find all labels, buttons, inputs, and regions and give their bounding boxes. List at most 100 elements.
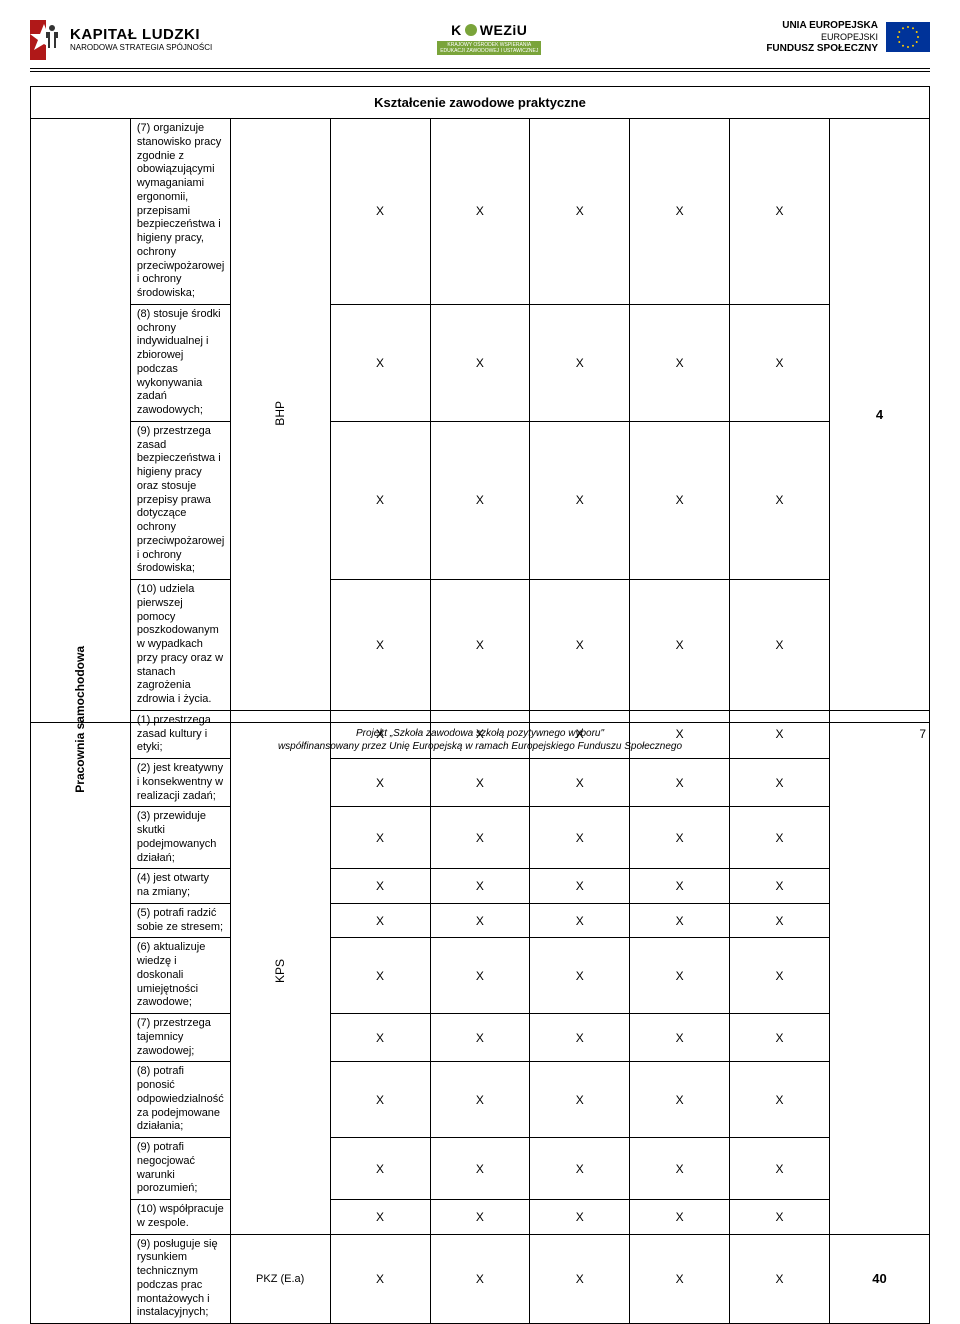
x-cell: X [730, 938, 830, 1014]
x-cell: X [530, 304, 630, 421]
kapital-ludzki-logo: KAPITAŁ LUDZKI NARODOWA STRATEGIA SPÓJNO… [30, 20, 212, 60]
x-cell: X [430, 1014, 530, 1062]
x-cell: X [530, 903, 630, 938]
page-number: 7 [919, 727, 926, 741]
eu-line1: UNIA EUROPEJSKA [766, 20, 878, 32]
x-cell: X [730, 807, 830, 869]
x-cell: X [630, 580, 730, 711]
table-row: (10) udziela pierwszej pomocy poszkodowa… [31, 580, 930, 711]
x-cell: X [630, 119, 730, 305]
x-cell: X [330, 580, 430, 711]
x-cell: X [730, 1234, 830, 1324]
x-cell: X [630, 1062, 730, 1138]
table-row: (6) aktualizuje wiedzę i doskonali umiej… [31, 938, 930, 1014]
desc-cell: (4) jest otwarty na zmiany; [130, 869, 230, 904]
koweziu-sub2: EDUKACJI ZAWODOWEJ I USTAWICZNEJ [440, 48, 538, 54]
x-cell: X [330, 938, 430, 1014]
desc-cell: (7) przestrzega tajemnicy zawodowej; [130, 1014, 230, 1062]
x-cell: X [430, 119, 530, 305]
x-cell: X [630, 1200, 730, 1235]
x-cell: X [430, 759, 530, 807]
x-cell: X [330, 903, 430, 938]
desc-cell: (8) stosuje środki ochrony indywidualnej… [130, 304, 230, 421]
table-row: (2) jest kreatywny i konsekwentny w real… [31, 759, 930, 807]
x-cell: X [330, 1014, 430, 1062]
page-header: KAPITAŁ LUDZKI NARODOWA STRATEGIA SPÓJNO… [30, 20, 930, 60]
table-row: (7) przestrzega tajemnicy zawodowej; X X… [31, 1014, 930, 1062]
x-cell: X [330, 1062, 430, 1138]
x-cell: X [730, 869, 830, 904]
x-cell: X [630, 938, 730, 1014]
code-kps-cell: KPS [230, 710, 330, 1234]
x-cell: X [430, 421, 530, 579]
x-cell: X [530, 938, 630, 1014]
x-cell: X [530, 1014, 630, 1062]
x-cell: X [430, 1234, 530, 1324]
table-title-row: Kształcenie zawodowe praktyczne [31, 87, 930, 119]
x-cell: X [330, 807, 430, 869]
table-row: (10) współpracuje w zespole. X X X X X [31, 1200, 930, 1235]
x-cell: X [330, 119, 430, 305]
desc-cell: (7) organizuje stanowisko pracy zgodnie … [130, 119, 230, 305]
kapital-ludzki-icon [30, 20, 62, 60]
x-cell: X [730, 119, 830, 305]
side-label-cell: Pracownia samochodowa [31, 119, 131, 1324]
x-cell: X [630, 759, 730, 807]
side-label: Pracownia samochodowa [73, 642, 87, 797]
table-row: (3) przewiduje skutki podejmowanych dzia… [31, 807, 930, 869]
desc-cell: (8) potrafi ponosić odpowiedzialność za … [130, 1062, 230, 1138]
code-pkz-cell: PKZ (E.a) [230, 1234, 330, 1324]
x-cell: X [330, 759, 430, 807]
x-cell: X [530, 1200, 630, 1235]
desc-cell: (3) przewiduje skutki podejmowanych dzia… [130, 807, 230, 869]
x-cell: X [730, 1062, 830, 1138]
x-cell: X [430, 903, 530, 938]
x-cell: X [530, 759, 630, 807]
num-pkz-cell: 40 [830, 1234, 930, 1324]
table-row: Pracownia samochodowa (7) organizuje sta… [31, 119, 930, 305]
x-cell: X [430, 938, 530, 1014]
kapital-subtitle: NARODOWA STRATEGIA SPÓJNOŚCI [70, 44, 212, 53]
x-cell: X [630, 304, 730, 421]
x-cell: X [430, 1062, 530, 1138]
x-cell: X [430, 580, 530, 711]
table-title: Kształcenie zawodowe praktyczne [31, 87, 930, 119]
x-cell: X [530, 580, 630, 711]
x-cell: X [730, 759, 830, 807]
num-kps-cell [830, 710, 930, 1234]
koweziu-logo: KWEZiU KRAJOWY OŚRODEK WSPIERANIA EDUKAC… [437, 22, 541, 55]
desc-cell: (6) aktualizuje wiedzę i doskonali umiej… [130, 938, 230, 1014]
x-cell: X [330, 304, 430, 421]
x-cell: X [330, 1138, 430, 1200]
x-cell: X [630, 421, 730, 579]
curriculum-table: Kształcenie zawodowe praktyczne Pracowni… [30, 86, 930, 1324]
x-cell: X [430, 304, 530, 421]
table-row: (9) przestrzega zasad bezpieczeństwa i h… [31, 421, 930, 579]
x-cell: X [430, 1138, 530, 1200]
x-cell: X [430, 1200, 530, 1235]
footer-line1: Projekt „Szkoła zawodowa szkołą pozytywn… [356, 728, 604, 739]
desc-cell: (9) potrafi negocjować warunki porozumie… [130, 1138, 230, 1200]
kapital-title: KAPITAŁ LUDZKI [70, 27, 212, 44]
x-cell: X [730, 421, 830, 579]
table-row: (8) stosuje środki ochrony indywidualnej… [31, 304, 930, 421]
x-cell: X [530, 119, 630, 305]
desc-cell: (5) potrafi radzić sobie ze stresem; [130, 903, 230, 938]
header-rule-thick [30, 68, 930, 69]
x-cell: X [730, 1200, 830, 1235]
x-cell: X [530, 807, 630, 869]
table-row: (5) potrafi radzić sobie ze stresem; X X… [31, 903, 930, 938]
table-row: (9) posługuje się rysunkiem technicznym … [31, 1234, 930, 1324]
header-rule-thin [30, 71, 930, 72]
table-row: (4) jest otwarty na zmiany; X X X X X [31, 869, 930, 904]
x-cell: X [730, 903, 830, 938]
eu-line2: EUROPEJSKI [766, 32, 878, 43]
x-cell: X [330, 1200, 430, 1235]
x-cell: X [530, 869, 630, 904]
desc-cell: (2) jest kreatywny i konsekwentny w real… [130, 759, 230, 807]
x-cell: X [630, 1014, 730, 1062]
x-cell: X [630, 1234, 730, 1324]
x-cell: X [430, 869, 530, 904]
page-footer: Projekt „Szkoła zawodowa szkołą pozytywn… [30, 722, 930, 753]
code-bhp-cell: BHP [230, 119, 330, 711]
